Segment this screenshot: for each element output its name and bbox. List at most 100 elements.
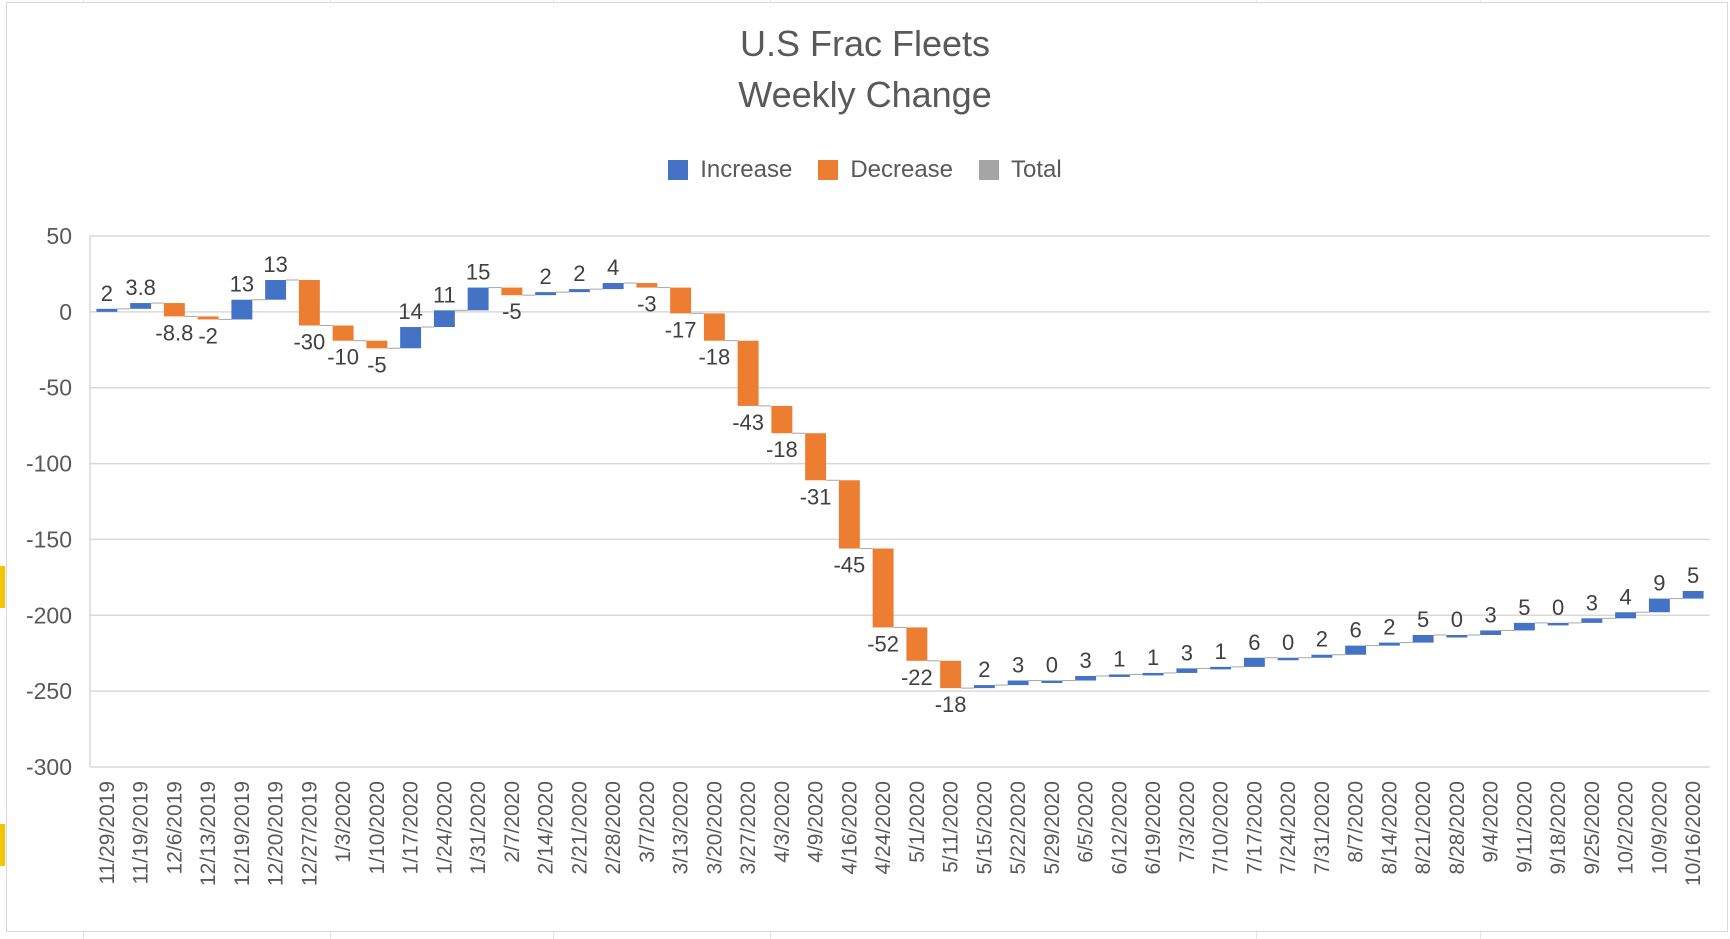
x-tick-label: 12/13/2019 xyxy=(197,781,220,886)
data-label: -31 xyxy=(800,484,832,509)
bar-increase xyxy=(1277,657,1299,661)
bar-decrease xyxy=(636,283,658,288)
x-tick-label: 1/10/2020 xyxy=(366,781,389,874)
data-label: 2 xyxy=(540,264,552,289)
bar-increase xyxy=(1648,598,1670,613)
bar-increase xyxy=(535,292,557,296)
data-label: 5 xyxy=(1687,563,1699,588)
legend-item-total: Total xyxy=(979,156,1062,184)
data-label: 2 xyxy=(1316,627,1328,652)
x-tick-label: 12/6/2019 xyxy=(163,781,186,874)
legend-item-increase: Increase xyxy=(668,156,792,184)
bar-decrease xyxy=(670,287,692,314)
data-label: 1 xyxy=(1147,645,1159,670)
data-label: -3 xyxy=(637,292,657,317)
legend-swatch-total xyxy=(979,160,1000,180)
y-tick-label: 0 xyxy=(59,299,72,325)
x-tick-label: 4/3/2020 xyxy=(771,781,794,863)
bar-decrease xyxy=(197,316,219,320)
data-label: -22 xyxy=(901,665,933,690)
x-tick-label: 3/20/2020 xyxy=(703,781,726,874)
y-tick-label: -300 xyxy=(26,754,72,780)
chart-legend: Increase Decrease Total xyxy=(0,156,1730,184)
data-label: -45 xyxy=(833,553,865,578)
x-tick-label: 10/2/2020 xyxy=(1615,781,1638,874)
data-label: -30 xyxy=(293,330,325,355)
x-tick-label: 8/21/2020 xyxy=(1412,781,1435,874)
bar-increase xyxy=(1176,668,1198,673)
data-label: -10 xyxy=(327,345,359,370)
x-tick-label: 7/24/2020 xyxy=(1277,781,1300,874)
y-tick-label: -250 xyxy=(26,678,72,704)
data-label: 5 xyxy=(1518,595,1530,620)
x-tick-label: 3/27/2020 xyxy=(737,781,760,874)
x-tick-label: 8/7/2020 xyxy=(1345,781,1368,863)
x-tick-label: 8/28/2020 xyxy=(1446,781,1469,874)
bar-increase xyxy=(231,299,253,320)
x-tick-label: 7/10/2020 xyxy=(1210,781,1233,874)
x-tick-label: 10/9/2020 xyxy=(1648,781,1671,874)
x-tick-label: 9/11/2020 xyxy=(1513,781,1536,873)
bar-decrease xyxy=(703,313,725,341)
data-label: 2 xyxy=(101,281,113,306)
x-tick-label: 12/27/2019 xyxy=(298,781,321,886)
bar-increase xyxy=(1243,657,1265,667)
x-tick-label: 4/16/2020 xyxy=(838,781,861,874)
data-label: 3 xyxy=(1012,653,1024,678)
chart-title: U.S Frac Fleets Weekly Change xyxy=(0,18,1730,120)
x-tick-label: 12/20/2019 xyxy=(265,781,288,886)
bar-increase xyxy=(1547,622,1569,626)
bar-decrease xyxy=(940,660,962,689)
data-label: 0 xyxy=(1046,653,1058,678)
bar-increase xyxy=(1007,680,1029,686)
x-tick-label: 9/25/2020 xyxy=(1581,781,1604,874)
x-tick-label: 4/24/2020 xyxy=(872,781,895,874)
data-label: 13 xyxy=(263,252,287,277)
bar-increase xyxy=(467,287,489,311)
bar-increase xyxy=(96,308,118,312)
bar-increase xyxy=(1210,666,1232,670)
bar-decrease xyxy=(501,287,523,296)
x-tick-label: 8/14/2020 xyxy=(1378,781,1401,874)
bar-increase xyxy=(1682,591,1704,599)
x-tick-label: 11/29/2019 xyxy=(96,781,119,885)
x-tick-label: 5/15/2020 xyxy=(973,781,996,874)
bar-increase xyxy=(433,310,455,328)
bar-decrease xyxy=(838,480,860,549)
x-tick-label: 7/17/2020 xyxy=(1243,781,1266,874)
data-label: -5 xyxy=(367,352,387,377)
x-tick-label: 1/31/2020 xyxy=(467,781,490,874)
data-label: -5 xyxy=(502,299,522,324)
data-label: 3.8 xyxy=(125,275,156,300)
legend-item-decrease: Decrease xyxy=(818,156,953,184)
x-tick-label: 2/7/2020 xyxy=(501,781,524,863)
chart-area[interactable] xyxy=(6,2,1728,932)
data-label: 0 xyxy=(1282,630,1294,655)
bar-increase xyxy=(400,327,422,349)
data-label: 4 xyxy=(1620,584,1632,609)
x-tick-label: 2/21/2020 xyxy=(568,781,591,874)
bar-increase xyxy=(1446,635,1468,638)
x-tick-label: 1/3/2020 xyxy=(332,781,355,863)
bar-increase xyxy=(1345,645,1367,655)
x-tick-label: 12/19/2019 xyxy=(231,781,254,886)
bar-increase xyxy=(1311,654,1333,658)
data-label: 1 xyxy=(1113,646,1125,671)
y-tick-label: 50 xyxy=(46,223,72,249)
data-label: 3 xyxy=(1586,590,1598,615)
bar-increase xyxy=(1041,680,1063,684)
data-label: -43 xyxy=(732,410,764,435)
y-tick-label: -150 xyxy=(26,526,72,552)
x-tick-label: 3/13/2020 xyxy=(670,781,693,874)
data-label: -17 xyxy=(665,317,697,342)
x-tick-label: 11/19/2019 xyxy=(130,781,153,885)
bar-increase xyxy=(1581,618,1603,623)
data-label: 3 xyxy=(1181,640,1193,665)
bar-decrease xyxy=(872,548,894,628)
bar-increase xyxy=(1615,612,1637,619)
x-tick-label: 5/1/2020 xyxy=(906,781,929,863)
bar-increase xyxy=(1480,630,1502,636)
legend-label-total: Total xyxy=(1011,156,1062,183)
bar-increase xyxy=(1075,675,1097,681)
data-label: 14 xyxy=(398,299,422,324)
